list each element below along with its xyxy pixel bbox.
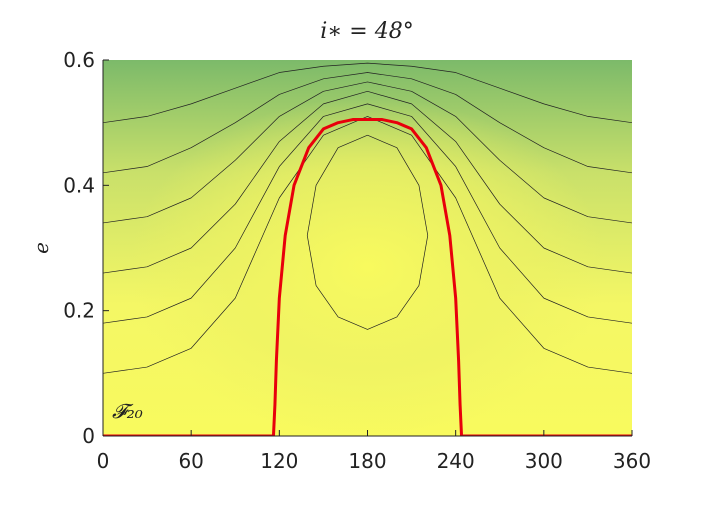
x-tick-label: 180 [348,449,386,473]
x-tick-label: 240 [437,449,475,473]
x-tick-label: 360 [613,449,651,473]
series-line [103,62,632,124]
series-line [103,81,632,224]
x-tick-label: 120 [260,449,298,473]
y-tick-label: 0.4 [63,173,95,197]
y-tick-label: 0.2 [63,299,95,323]
y-tick-label: 0.6 [63,48,95,72]
chart-title: i∗ = 48° [320,19,413,44]
series-line [103,118,632,436]
series-line [103,116,632,374]
y-axis-label: e [29,242,53,254]
series-line [103,90,632,274]
x-tick-label: 300 [525,449,563,473]
series-line [306,134,429,330]
series-line [103,72,632,174]
x-tick-label: 60 [178,449,203,473]
annotation: 𝓕₂₀ [112,399,143,423]
series-line [103,103,632,324]
y-tick-label: 0 [82,424,95,448]
x-tick-label: 0 [97,449,110,473]
